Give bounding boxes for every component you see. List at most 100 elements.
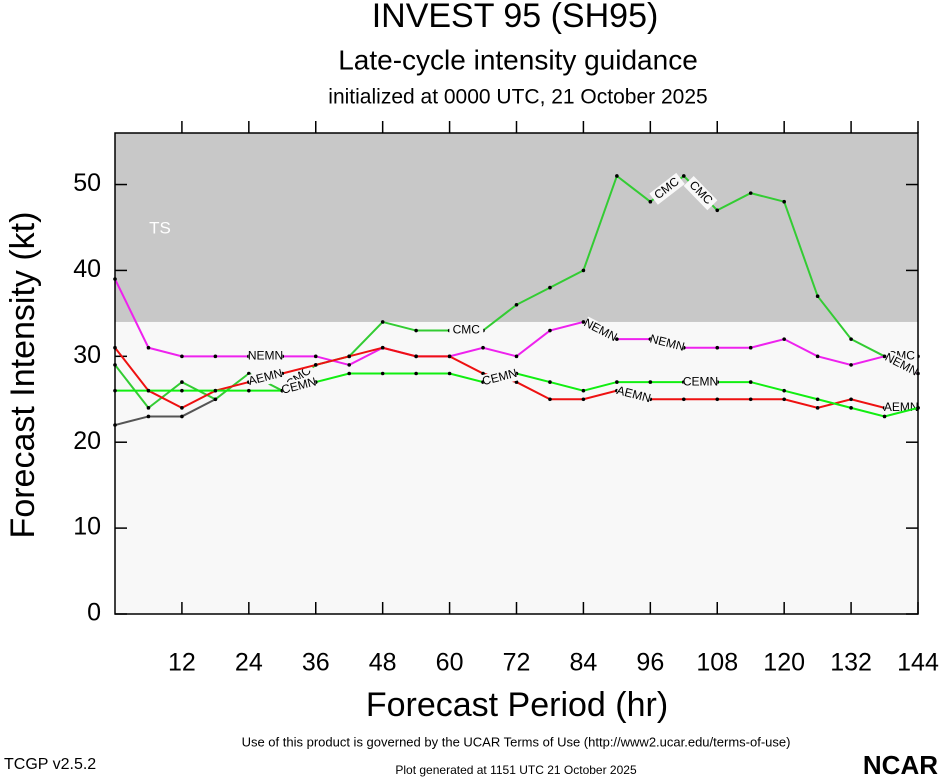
point <box>380 371 385 376</box>
point <box>548 328 552 333</box>
label-bg <box>683 375 718 390</box>
point <box>347 354 352 359</box>
label-bg <box>581 316 619 345</box>
label-bg <box>882 350 920 379</box>
chart-title: INVEST 95 (SH95) <box>372 0 659 35</box>
point <box>313 354 318 359</box>
label-bg <box>247 366 284 389</box>
y-tick-label: 10 <box>73 513 101 541</box>
point <box>748 380 753 384</box>
label-bg <box>248 349 283 364</box>
point <box>180 388 184 393</box>
logo: NCAR <box>863 750 938 780</box>
point <box>815 294 820 298</box>
point <box>380 320 385 324</box>
point <box>782 337 786 341</box>
x-tick-label: 48 <box>369 649 397 677</box>
point <box>180 414 184 419</box>
point <box>648 199 653 204</box>
point <box>146 414 151 419</box>
version: TCGP v2.5.2 <box>4 756 96 773</box>
ts-band <box>115 133 918 322</box>
x-tick-label: 96 <box>636 649 664 677</box>
x-tick-label: 132 <box>830 649 872 677</box>
terms: Use of this product is governed by the U… <box>242 734 791 749</box>
point <box>180 354 184 359</box>
label-bg <box>280 375 318 398</box>
point <box>414 354 418 359</box>
plot-frame <box>114 132 919 615</box>
point <box>581 320 586 324</box>
point <box>615 174 619 178</box>
point <box>849 363 853 367</box>
point <box>548 397 552 402</box>
x-tick-label: 60 <box>436 649 464 677</box>
band-label: TS <box>149 218 171 237</box>
point <box>748 345 753 350</box>
series-label: CEMN <box>683 374 718 388</box>
x-tick-label: 108 <box>696 649 738 677</box>
point <box>180 380 184 384</box>
point <box>882 414 887 419</box>
point <box>581 388 586 393</box>
label-bg <box>884 400 919 415</box>
point <box>514 380 519 384</box>
point <box>849 337 853 341</box>
x-tick-label: 24 <box>235 649 263 677</box>
point <box>146 406 151 410</box>
point <box>715 208 720 213</box>
y-tick-label: 50 <box>73 169 101 197</box>
x-axis-label: Forecast Period (hr) <box>366 686 668 724</box>
y-tick-label: 40 <box>73 255 101 283</box>
x-tick-label: 12 <box>168 649 196 677</box>
point <box>414 371 418 376</box>
point <box>380 345 385 350</box>
point <box>581 268 586 273</box>
series-line <box>114 398 216 427</box>
point <box>414 328 418 333</box>
y-axis-label: Forecast Intensity (kt) <box>4 212 42 539</box>
y-tick-label: 0 <box>87 599 101 627</box>
point <box>447 371 452 376</box>
point <box>481 371 485 376</box>
chart-subtitle: Late-cycle intensity guidance <box>338 44 698 75</box>
point <box>146 345 151 350</box>
point <box>481 345 485 350</box>
label-bg <box>648 332 686 355</box>
point <box>514 354 519 359</box>
x-tick-label: 144 <box>897 649 939 677</box>
point <box>548 285 552 290</box>
label-bg <box>649 172 685 205</box>
point <box>815 354 820 359</box>
point <box>815 397 820 402</box>
init-time: initialized at 0000 UTC, 21 October 2025 <box>328 86 707 109</box>
point <box>347 363 352 367</box>
point <box>514 302 519 307</box>
point <box>882 354 887 359</box>
point <box>715 397 720 402</box>
point <box>247 371 251 376</box>
x-tick-label: 84 <box>570 649 598 677</box>
x-tick-label: 120 <box>763 649 805 677</box>
generated: Plot generated at 1151 UTC 21 October 20… <box>395 763 637 777</box>
point <box>782 388 786 393</box>
series-label: NEMN <box>248 348 283 362</box>
point <box>213 397 218 402</box>
point <box>313 363 318 367</box>
y-tick-label: 20 <box>73 427 101 455</box>
point <box>180 406 184 410</box>
point <box>548 380 552 384</box>
point <box>213 354 218 359</box>
label-bg <box>481 366 518 389</box>
y-tick-label: 30 <box>73 341 101 369</box>
label-bg <box>615 383 652 406</box>
point <box>748 191 753 195</box>
point <box>681 174 686 178</box>
point <box>581 397 586 402</box>
point <box>782 397 786 402</box>
point <box>615 380 619 384</box>
point <box>681 397 686 402</box>
x-tick-label: 36 <box>302 649 330 677</box>
point <box>715 345 720 350</box>
